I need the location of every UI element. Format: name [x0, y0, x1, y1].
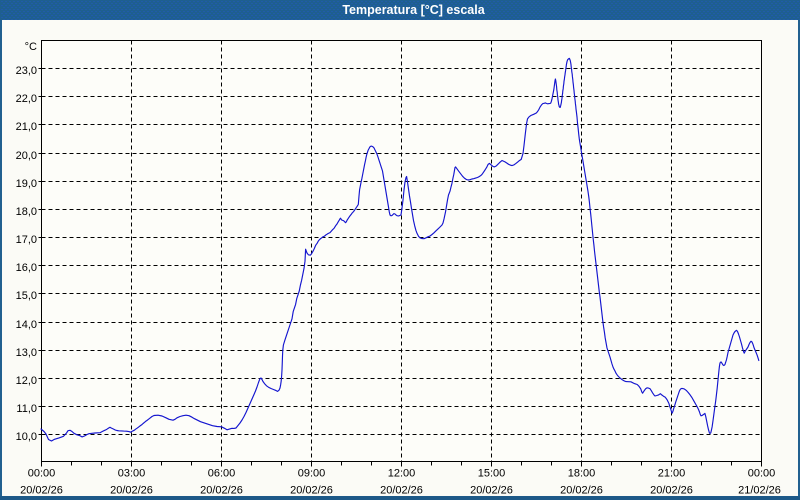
svg-text:21/02/26: 21/02/26 [738, 485, 781, 497]
svg-text:20/02/26: 20/02/26 [110, 485, 153, 497]
svg-text:20/02/26: 20/02/26 [650, 485, 693, 497]
svg-text:20/02/26: 20/02/26 [470, 485, 513, 497]
svg-text:12:00: 12:00 [388, 468, 416, 480]
svg-text:20/02/26: 20/02/26 [200, 485, 243, 497]
svg-text:20/02/26: 20/02/26 [560, 485, 603, 497]
svg-text:20,0: 20,0 [16, 150, 37, 162]
svg-text:18:00: 18:00 [568, 468, 596, 480]
svg-text:15:00: 15:00 [478, 468, 506, 480]
svg-text:20/02/26: 20/02/26 [290, 485, 333, 497]
svg-text:21:00: 21:00 [658, 468, 686, 480]
svg-text:18,0: 18,0 [16, 206, 37, 218]
svg-text:22,0: 22,0 [16, 93, 37, 105]
svg-text:15,0: 15,0 [16, 290, 37, 302]
svg-text:14,0: 14,0 [16, 319, 37, 331]
svg-text:11,0: 11,0 [16, 403, 37, 415]
svg-text:10,0: 10,0 [16, 431, 37, 443]
svg-text:16,0: 16,0 [16, 262, 37, 274]
svg-text:12,0: 12,0 [16, 375, 37, 387]
svg-text:°C: °C [25, 41, 37, 53]
svg-text:00:00: 00:00 [28, 468, 56, 480]
svg-text:21,0: 21,0 [16, 121, 37, 133]
svg-text:17,0: 17,0 [16, 234, 37, 246]
svg-text:Temperatura [°C] escala: Temperatura [°C] escala [342, 3, 485, 17]
svg-text:19,0: 19,0 [16, 178, 37, 190]
svg-text:06:00: 06:00 [208, 468, 236, 480]
svg-text:20/02/26: 20/02/26 [20, 485, 63, 497]
svg-text:03:00: 03:00 [118, 468, 146, 480]
svg-text:00:00: 00:00 [748, 468, 776, 480]
svg-text:20/02/26: 20/02/26 [380, 485, 423, 497]
svg-text:23,0: 23,0 [16, 65, 37, 77]
svg-text:09:00: 09:00 [298, 468, 326, 480]
svg-text:13,0: 13,0 [16, 347, 37, 359]
